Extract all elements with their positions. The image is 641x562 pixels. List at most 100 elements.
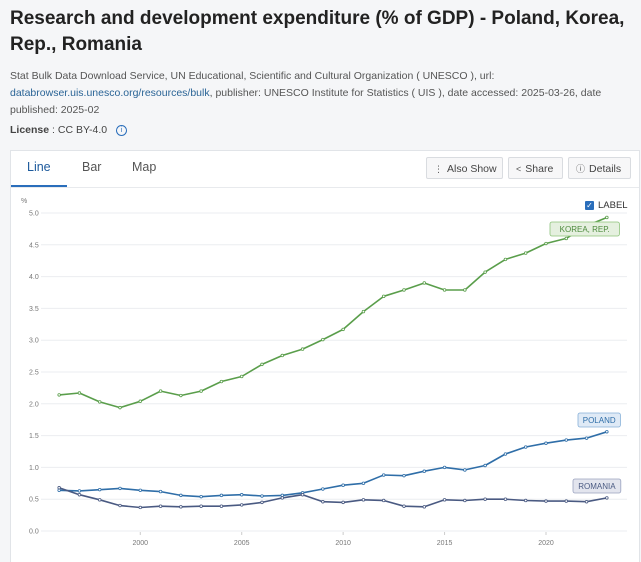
y-tick-label: 4.5 bbox=[29, 242, 39, 249]
license-line: License : CC BY-4.0 i bbox=[10, 124, 128, 136]
data-point-romania bbox=[118, 503, 122, 508]
details-button[interactable]: ⓘ Details bbox=[568, 157, 631, 179]
data-point-romania bbox=[138, 505, 142, 510]
data-point-poland bbox=[199, 494, 203, 499]
y-tick-label: 3.0 bbox=[29, 338, 39, 345]
data-point-romania bbox=[524, 498, 528, 503]
y-tick-label: 5.0 bbox=[29, 211, 39, 218]
info-icon[interactable]: i bbox=[116, 124, 128, 136]
series-tag-romania bbox=[572, 478, 622, 494]
data-point-korea bbox=[138, 399, 142, 403]
data-point-romania bbox=[422, 505, 426, 509]
data-point-poland bbox=[321, 487, 325, 491]
data-point-romania bbox=[280, 496, 284, 500]
data-point-poland bbox=[179, 493, 183, 498]
data-point-korea bbox=[524, 251, 528, 255]
data-point-poland bbox=[77, 489, 82, 493]
chart-card: Line Bar Map ⋮ Also Show < Share ⓘ Details … bbox=[10, 150, 640, 562]
data-point-korea bbox=[544, 241, 548, 246]
data-point-poland bbox=[118, 486, 122, 491]
data-point-korea bbox=[341, 327, 345, 332]
checkbox-icon: ✓ bbox=[585, 200, 594, 210]
data-point-korea bbox=[402, 288, 406, 292]
tab-map[interactable]: Map bbox=[132, 160, 157, 174]
data-point-poland bbox=[564, 438, 568, 442]
data-point-romania bbox=[321, 500, 325, 504]
data-point-romania bbox=[463, 498, 467, 503]
license-label: License bbox=[10, 124, 50, 136]
data-point-romania bbox=[584, 500, 589, 504]
data-point-poland bbox=[402, 473, 406, 478]
data-point-poland bbox=[463, 468, 467, 472]
data-point-poland bbox=[422, 469, 426, 473]
x-tick-label: 2005 bbox=[234, 540, 250, 547]
data-point-poland bbox=[158, 489, 163, 494]
data-point-poland bbox=[341, 483, 345, 487]
y-tick-label: 2.0 bbox=[29, 401, 39, 408]
data-point-romania bbox=[219, 504, 224, 508]
tabs-divider bbox=[11, 187, 639, 188]
data-point-korea bbox=[98, 400, 102, 404]
data-point-poland bbox=[503, 452, 508, 456]
data-point-romania bbox=[158, 504, 163, 508]
data-point-poland bbox=[584, 436, 589, 440]
also-show-button[interactable]: ⋮ Also Show bbox=[426, 157, 503, 179]
y-axis-label: % bbox=[21, 198, 27, 205]
data-point-poland bbox=[260, 494, 264, 498]
data-point-korea bbox=[361, 309, 366, 314]
tab-bar[interactable]: Bar bbox=[82, 160, 102, 174]
data-point-romania bbox=[564, 499, 568, 503]
source-metadata: Stat Bulk Data Download Service, UN Educ… bbox=[10, 68, 635, 119]
label-toggle[interactable]: ✓ LABEL bbox=[585, 200, 628, 211]
y-tick-label: 0.0 bbox=[29, 529, 39, 536]
y-tick-label: 3.5 bbox=[29, 306, 39, 313]
data-point-korea bbox=[219, 379, 224, 384]
metadata-prefix: Stat Bulk Data Download Service, UN Educ… bbox=[10, 70, 495, 82]
also-show-label: Also Show bbox=[447, 163, 497, 175]
data-point-romania bbox=[503, 497, 508, 501]
details-label: Details bbox=[589, 163, 622, 175]
data-point-poland bbox=[382, 473, 386, 477]
series-label-romania: ROMANIA bbox=[578, 482, 616, 491]
data-point-romania bbox=[402, 504, 406, 508]
line-chart: 0.0 0.5 1.0 1.5 2.0 2.5 3.0 3.5 4.0 4.5 5.0% 2000 20… bbox=[21, 198, 627, 547]
data-point-poland bbox=[361, 481, 366, 485]
data-point-poland bbox=[483, 463, 487, 468]
data-point-korea bbox=[442, 288, 447, 292]
data-point-korea bbox=[179, 393, 183, 398]
data-point-korea bbox=[483, 270, 487, 274]
data-point-korea bbox=[77, 391, 82, 395]
data-point-poland bbox=[138, 488, 142, 492]
x-tick-label: 2000 bbox=[132, 540, 148, 547]
data-point-poland bbox=[442, 465, 447, 470]
chart-tabs: Line Bar Map bbox=[11, 151, 251, 187]
series-tag-korea bbox=[549, 221, 620, 237]
data-point-romania bbox=[199, 504, 203, 508]
data-point-romania bbox=[442, 498, 447, 502]
label-toggle-text: LABEL bbox=[598, 200, 628, 211]
license-value: : CC BY-4.0 bbox=[49, 124, 108, 136]
data-point-korea bbox=[564, 236, 568, 241]
y-tick-label: 4.0 bbox=[29, 274, 39, 281]
data-point-korea bbox=[158, 389, 163, 393]
data-point-korea bbox=[280, 353, 284, 358]
data-point-romania bbox=[260, 500, 264, 505]
share-label: Share bbox=[525, 163, 554, 175]
data-point-korea bbox=[57, 393, 61, 397]
source-url-link[interactable]: databrowser.uis.unesco.org/resources/bul… bbox=[10, 87, 210, 99]
data-point-romania bbox=[240, 503, 244, 507]
y-tick-label: 1.0 bbox=[29, 465, 39, 472]
data-point-romania bbox=[483, 497, 487, 501]
data-point-korea bbox=[422, 281, 426, 285]
data-point-romania bbox=[57, 486, 61, 490]
data-point-korea bbox=[321, 337, 325, 342]
data-point-romania bbox=[382, 498, 386, 503]
data-point-korea bbox=[503, 257, 508, 262]
x-tick-label: 2010 bbox=[335, 540, 351, 547]
data-point-poland bbox=[219, 493, 224, 498]
data-point-romania bbox=[544, 499, 548, 503]
tab-line[interactable]: Line bbox=[27, 160, 51, 174]
y-tick-label: 2.5 bbox=[29, 370, 39, 377]
share-button[interactable]: < Share bbox=[508, 157, 563, 179]
data-point-korea bbox=[300, 347, 305, 351]
